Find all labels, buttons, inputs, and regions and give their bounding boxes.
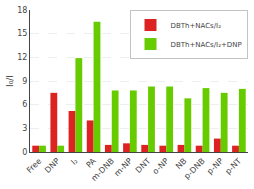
svg-text:12: 12 bbox=[17, 53, 27, 62]
svg-text:DBTh+NACs/I₂: DBTh+NACs/I₂ bbox=[171, 22, 222, 30]
svg-text:Free: Free bbox=[25, 156, 43, 174]
svg-text:p-DNB: p-DNB bbox=[182, 156, 206, 180]
svg-text:DNP: DNP bbox=[43, 156, 61, 174]
svg-text:3: 3 bbox=[22, 124, 27, 133]
svg-text:18: 18 bbox=[17, 6, 27, 15]
svg-text:I₀/I: I₀/I bbox=[5, 75, 15, 87]
svg-text:I₂: I₂ bbox=[69, 156, 79, 166]
svg-text:p-NT: p-NT bbox=[223, 156, 243, 176]
svg-text:6: 6 bbox=[22, 100, 27, 109]
svg-text:DBTh+NACs/I₂+DNP: DBTh+NACs/I₂+DNP bbox=[171, 41, 242, 49]
svg-text:NB: NB bbox=[174, 156, 188, 170]
svg-text:PA: PA bbox=[85, 156, 99, 170]
svg-text:o-NP: o-NP bbox=[151, 156, 171, 176]
svg-text:m-NP: m-NP bbox=[113, 156, 135, 178]
svg-text:p-NP: p-NP bbox=[205, 156, 225, 176]
svg-text:0: 0 bbox=[22, 148, 27, 157]
svg-text:DNT: DNT bbox=[134, 156, 152, 174]
svg-text:m-DNB: m-DNB bbox=[90, 156, 116, 182]
svg-text:9: 9 bbox=[22, 77, 27, 86]
svg-text:15: 15 bbox=[17, 29, 27, 38]
